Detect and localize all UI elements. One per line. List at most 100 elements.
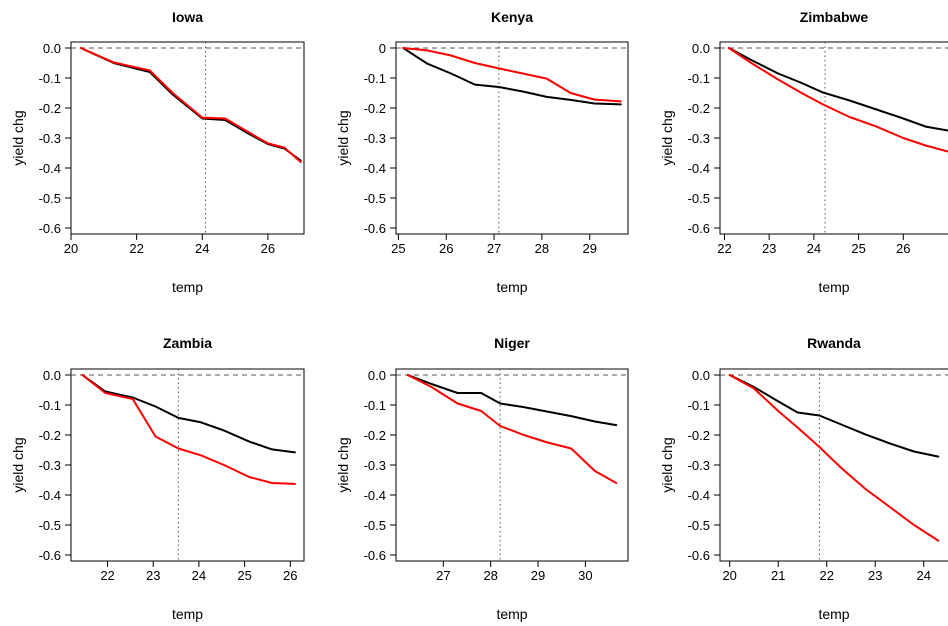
- y-tick-label: -0.1: [364, 398, 386, 413]
- x-tick-label: 26: [439, 241, 453, 256]
- y-tick-label: -0.2: [364, 428, 386, 443]
- y-tick-label: -0.5: [364, 191, 386, 206]
- y-axis-label: yield chg: [10, 110, 26, 165]
- series-line-black: [81, 374, 296, 454]
- x-tick-label: 28: [535, 241, 549, 256]
- y-tick-label: -0.3: [364, 131, 386, 146]
- chart-title: Iowa: [172, 9, 203, 25]
- x-tick-label: 20: [722, 568, 736, 583]
- y-axis-label: yield chg: [659, 110, 675, 165]
- y-tick-label: -0.2: [688, 101, 710, 116]
- x-tick-label: 25: [851, 241, 865, 256]
- y-tick-label: -0.2: [39, 428, 61, 443]
- x-axis-label: temp: [172, 606, 203, 622]
- y-tick-label: -0.6: [39, 221, 61, 236]
- plot-frame: [719, 368, 948, 562]
- chart-panel: Kenya 0 -0.1 -0.2 -0.3 -0.4 -0.5 -0.6 25 26 27 28 29…: [335, 9, 629, 295]
- chart-title: Zimbabwe: [800, 9, 869, 25]
- x-axis-label: temp: [496, 606, 527, 622]
- y-tick-label: -0.3: [688, 458, 710, 473]
- y-tick-label: 0.0: [43, 368, 61, 383]
- y-tick-label: -0.4: [364, 161, 386, 176]
- x-tick-label: 25: [237, 568, 251, 583]
- y-tick-label: -0.2: [688, 428, 710, 443]
- y-tick-label: -0.5: [688, 191, 710, 206]
- x-tick-label: 24: [917, 568, 931, 583]
- x-tick-label: 29: [531, 568, 545, 583]
- x-tick-label: 26: [896, 241, 910, 256]
- x-tick-label: 20: [64, 241, 78, 256]
- y-axis-label: yield chg: [335, 110, 351, 165]
- plot-frame: [719, 41, 948, 235]
- x-tick-label: 22: [819, 568, 833, 583]
- series-line-black: [728, 374, 940, 458]
- y-tick-label: -0.6: [364, 548, 386, 563]
- plot-frame: [395, 41, 629, 235]
- plot-frame: [395, 368, 629, 562]
- y-tick-label: 0.0: [368, 368, 386, 383]
- y-tick-label: -0.1: [39, 71, 61, 86]
- chart-panel: Niger 0.0 -0.1 -0.2 -0.3 -0.4 -0.5 -0.6 27 28 29 30…: [335, 335, 629, 622]
- series-line-black: [406, 374, 618, 427]
- y-tick-label: -0.5: [364, 518, 386, 533]
- y-tick-label: -0.4: [39, 161, 61, 176]
- y-tick-label: -0.1: [688, 398, 710, 413]
- y-tick-label: -0.5: [39, 191, 61, 206]
- x-tick-label: 26: [283, 568, 297, 583]
- chart-title: Niger: [494, 335, 530, 351]
- x-tick-label: 26: [261, 241, 275, 256]
- x-axis-label: temp: [172, 279, 203, 295]
- x-axis-label: temp: [496, 279, 527, 295]
- x-tick-label: 30: [578, 568, 592, 583]
- x-tick-label: 23: [868, 568, 882, 583]
- y-tick-label: 0.0: [692, 41, 710, 56]
- y-tick-label: -0.2: [39, 101, 61, 116]
- y-tick-label: 0: [379, 41, 386, 56]
- x-tick-label: 24: [807, 241, 821, 256]
- x-tick-label: 24: [195, 241, 209, 256]
- y-tick-label: -0.4: [364, 488, 386, 503]
- x-tick-label: 29: [582, 241, 596, 256]
- y-tick-label: -0.5: [688, 518, 710, 533]
- x-tick-label: 22: [129, 241, 143, 256]
- y-axis-label: yield chg: [10, 437, 26, 492]
- chart-title: Zambia: [163, 335, 212, 351]
- y-tick-label: -0.3: [364, 458, 386, 473]
- series-line-black: [402, 47, 622, 106]
- y-tick-label: 0.0: [43, 41, 61, 56]
- x-axis-label: temp: [818, 606, 849, 622]
- series-line-red: [406, 374, 618, 484]
- x-tick-label: 23: [146, 568, 160, 583]
- y-tick-label: -0.1: [688, 71, 710, 86]
- chart-title: Kenya: [491, 9, 533, 25]
- y-tick-label: -0.5: [39, 518, 61, 533]
- series-line-red: [81, 374, 296, 485]
- y-tick-label: -0.6: [364, 221, 386, 236]
- y-tick-label: -0.3: [39, 458, 61, 473]
- series-line-red: [79, 47, 302, 163]
- chart-panel: Iowa 0.0 -0.1 -0.2 -0.3 -0.4 -0.5 -0.620 22 24 26 t…: [10, 9, 305, 295]
- x-tick-label: 27: [436, 568, 450, 583]
- chart-panel: Zambia 0.0 -0.1 -0.2 -0.3 -0.4 -0.5 -0.6 22 23 24 2…: [10, 335, 305, 622]
- y-tick-label: -0.1: [364, 71, 386, 86]
- chart-panel: Rwanda 0.0 -0.1 -0.2 -0.3 -0.4 -0.5 -0.6 20 21 22 2…: [659, 335, 948, 622]
- y-tick-label: 0.0: [692, 368, 710, 383]
- y-tick-label: -0.3: [39, 131, 61, 146]
- x-axis-label: temp: [818, 279, 849, 295]
- series-line-red: [402, 47, 622, 103]
- chart-panel: Zimbabwe 0.0 -0.1 -0.2 -0.3 -0.4 -0.5 -0.6 22 23 2…: [659, 9, 948, 295]
- x-tick-label: 22: [717, 241, 731, 256]
- y-tick-label: -0.4: [688, 488, 710, 503]
- y-tick-label: -0.6: [688, 221, 710, 236]
- y-tick-label: -0.3: [688, 131, 710, 146]
- series-line-red: [727, 47, 948, 153]
- x-tick-label: 27: [487, 241, 501, 256]
- y-tick-label: -0.6: [688, 548, 710, 563]
- x-tick-label: 28: [483, 568, 497, 583]
- y-tick-label: -0.2: [364, 101, 386, 116]
- chart-title: Rwanda: [807, 335, 861, 351]
- series-line-red: [728, 374, 940, 542]
- x-tick-label: 22: [100, 568, 114, 583]
